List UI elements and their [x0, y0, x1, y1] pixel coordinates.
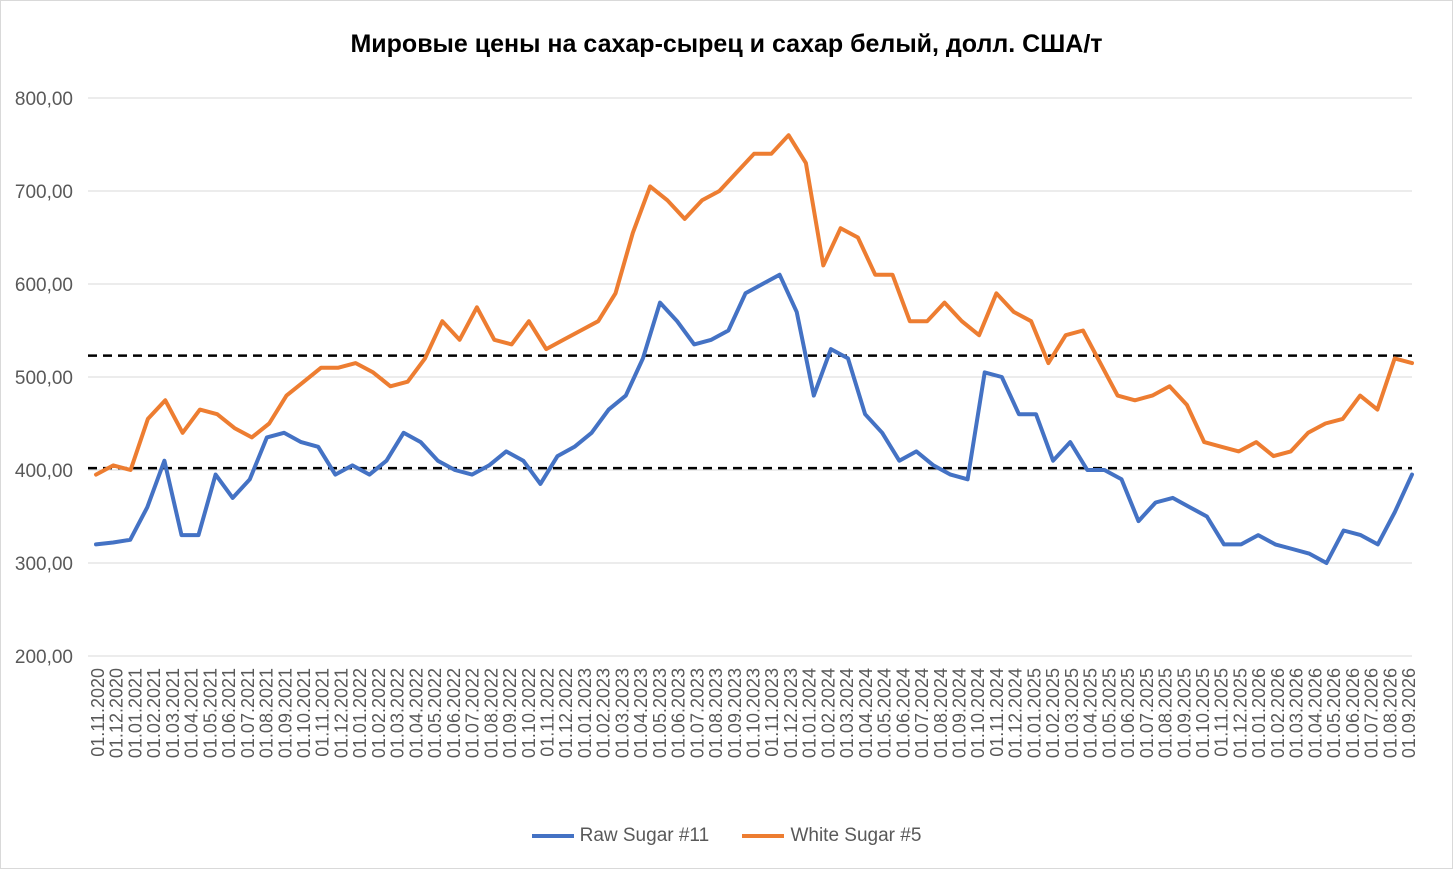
- y-axis-ticks: 200,00 300,00 400,00 500,00 600,00 700,00 800,…: [15, 89, 73, 668]
- x-tick-label: 01.04.2022: [406, 668, 426, 758]
- legend-label-white-sugar: White Sugar #5: [790, 825, 922, 846]
- x-tick-label: 01.02.2024: [818, 668, 838, 758]
- x-tick-label: 01.02.2022: [369, 668, 389, 758]
- x-tick-label: 01.06.2023: [669, 668, 689, 758]
- x-tick-label: 01.06.2021: [219, 668, 239, 758]
- x-tick-label: 01.12.2023: [781, 668, 801, 758]
- x-tick-label: 01.03.2021: [163, 668, 183, 758]
- x-tick-label: 01.11.2025: [1212, 668, 1232, 757]
- x-tick-label: 01.12.2022: [556, 668, 576, 758]
- y-tick-label: 200,00: [15, 647, 73, 668]
- x-tick-label: 01.09.2022: [500, 668, 520, 758]
- x-tick-label: 01.05.2022: [425, 668, 445, 758]
- x-tick-label: 01.04.2023: [631, 668, 651, 758]
- x-axis-ticks: 01.11.202001.12.202001.01.202101.02.2021…: [88, 668, 1419, 758]
- x-tick-label: 01.04.2025: [1081, 668, 1101, 758]
- x-tick-label: 01.07.2023: [687, 668, 707, 758]
- x-tick-label: 01.08.2024: [931, 668, 951, 758]
- x-tick-label: 01.12.2024: [1006, 668, 1026, 758]
- x-tick-label: 01.05.2024: [875, 668, 895, 758]
- x-tick-label: 01.08.2021: [257, 668, 277, 758]
- x-tick-label: 01.03.2022: [388, 668, 408, 758]
- x-tick-label: 01.04.2024: [856, 668, 876, 758]
- x-tick-label: 01.08.2025: [1156, 668, 1176, 758]
- x-tick-label: 01.04.2021: [182, 668, 202, 758]
- x-tick-label: 01.01.2022: [350, 668, 370, 758]
- legend-label-raw-sugar: Raw Sugar #11: [579, 825, 710, 846]
- series-line-1: [94, 133, 1414, 477]
- chart-title: Мировые цены на сахар-сырец и сахар белы…: [350, 30, 1103, 58]
- x-tick-label: 01.12.2021: [331, 668, 351, 758]
- x-tick-label: 01.09.2026: [1399, 668, 1419, 758]
- x-tick-label: 01.03.2023: [612, 668, 632, 758]
- x-tick-label: 01.11.2020: [88, 668, 108, 757]
- x-tick-label: 01.08.2022: [481, 668, 501, 758]
- x-tick-label: 01.09.2023: [725, 668, 745, 758]
- x-tick-label: 01.10.2022: [519, 668, 539, 758]
- legend-item-white-sugar: White Sugar #5: [742, 825, 921, 847]
- y-tick-label: 800,00: [15, 89, 73, 110]
- x-tick-label: 01.01.2025: [1024, 668, 1044, 758]
- x-tick-label: 01.01.2024: [800, 668, 820, 758]
- x-tick-label: 01.11.2023: [762, 668, 782, 757]
- x-tick-label: 01.11.2021: [313, 668, 333, 757]
- x-tick-label: 01.01.2023: [575, 668, 595, 758]
- reference-lines: [88, 354, 1412, 470]
- legend-swatch-raw-sugar: [531, 834, 574, 838]
- x-tick-label: 01.09.2025: [1174, 668, 1194, 758]
- x-tick-label: 01.06.2022: [444, 668, 464, 758]
- x-tick-label: 01.01.2026: [1249, 668, 1269, 758]
- x-tick-label: 01.07.2024: [912, 668, 932, 758]
- x-tick-label: 01.08.2026: [1380, 668, 1400, 758]
- x-tick-label: 01.05.2026: [1324, 668, 1344, 758]
- x-tick-label: 01.04.2026: [1305, 668, 1325, 758]
- x-tick-label: 01.09.2021: [275, 668, 295, 758]
- x-tick-label: 01.03.2026: [1287, 668, 1307, 758]
- x-tick-label: 01.07.2025: [1137, 668, 1157, 758]
- y-tick-label: 300,00: [15, 554, 73, 575]
- series-line-0: [94, 272, 1414, 565]
- x-tick-label: 01.05.2023: [650, 668, 670, 758]
- y-tick-label: 500,00: [15, 368, 73, 389]
- x-tick-label: 01.02.2021: [144, 668, 164, 758]
- x-tick-label: 01.02.2026: [1268, 668, 1288, 758]
- legend: Raw Sugar #11 White Sugar #5: [0, 822, 1453, 847]
- x-tick-label: 01.10.2025: [1193, 668, 1213, 758]
- x-tick-label: 01.12.2020: [107, 668, 127, 758]
- y-tick-label: 400,00: [15, 461, 73, 482]
- x-tick-label: 01.07.2026: [1362, 668, 1382, 758]
- x-tick-label: 01.10.2024: [968, 668, 988, 758]
- x-tick-label: 01.05.2021: [200, 668, 220, 758]
- series-lines: [94, 133, 1414, 565]
- y-tick-label: 700,00: [15, 182, 73, 203]
- x-tick-label: 01.02.2023: [594, 668, 614, 758]
- x-tick-label: 01.09.2024: [950, 668, 970, 758]
- legend-item-raw-sugar: Raw Sugar #11: [531, 825, 710, 847]
- x-tick-label: 01.05.2025: [1099, 668, 1119, 758]
- y-tick-label: 600,00: [15, 275, 73, 296]
- x-tick-label: 01.01.2021: [125, 668, 145, 758]
- x-tick-label: 01.11.2024: [987, 668, 1007, 757]
- x-tick-label: 01.07.2022: [463, 668, 483, 758]
- x-tick-label: 01.06.2026: [1343, 668, 1363, 758]
- x-tick-label: 01.11.2022: [537, 668, 557, 757]
- x-tick-label: 01.06.2024: [893, 668, 913, 758]
- gridlines: [88, 97, 1412, 657]
- x-tick-label: 01.10.2021: [294, 668, 314, 758]
- x-tick-label: 01.03.2024: [837, 668, 857, 758]
- x-tick-label: 01.10.2023: [744, 668, 764, 758]
- x-tick-label: 01.07.2021: [238, 668, 258, 758]
- x-tick-label: 01.02.2025: [1043, 668, 1063, 758]
- x-tick-label: 01.06.2025: [1118, 668, 1138, 758]
- legend-swatch-white-sugar: [742, 834, 785, 838]
- x-tick-label: 01.03.2025: [1062, 668, 1082, 758]
- x-tick-label: 01.08.2023: [706, 668, 726, 758]
- x-tick-label: 01.12.2025: [1230, 668, 1250, 758]
